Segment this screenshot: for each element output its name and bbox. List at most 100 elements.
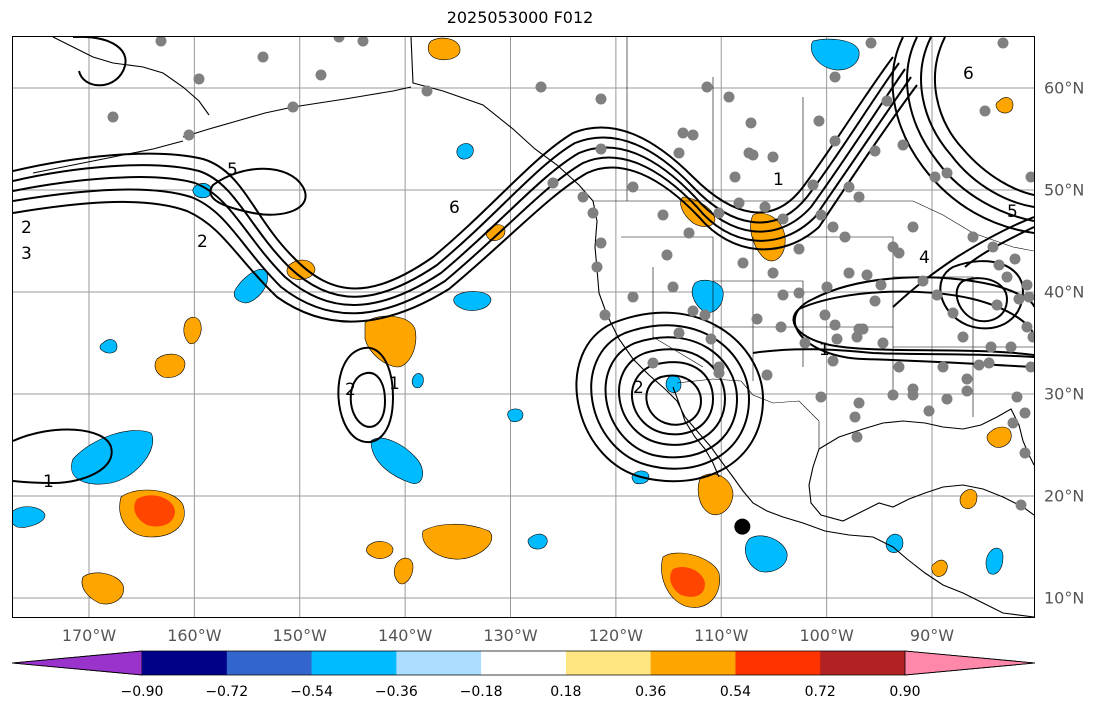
map-canvas: 5 2 6 1 2 1 1 1 5 6 4 2 3 2	[13, 37, 1034, 617]
shade-orange	[986, 426, 1012, 448]
contour-label: 1	[773, 170, 784, 190]
station-dot	[743, 147, 755, 159]
station-dot	[907, 383, 919, 395]
shade-orange	[422, 523, 492, 560]
station-dot	[961, 373, 973, 385]
station-dot	[1007, 417, 1019, 429]
station-dot	[1015, 499, 1027, 511]
alaska-north	[52, 37, 210, 116]
station-dot	[357, 37, 369, 47]
station-dot	[829, 135, 841, 147]
colorbar-underflow-arrow	[12, 650, 143, 676]
station-dot	[813, 115, 825, 127]
longitude-tick-label: 110°W	[694, 626, 749, 645]
station-dot	[1001, 271, 1013, 283]
station-dot	[843, 181, 855, 193]
contour-label: 1	[819, 340, 830, 360]
station-dot	[777, 289, 789, 301]
station-dot	[807, 179, 819, 191]
station-dot	[729, 171, 741, 183]
shade-orange	[366, 541, 394, 559]
station-dot	[861, 269, 873, 281]
longitude-tick-label: 160°W	[167, 626, 222, 645]
station-dot	[827, 355, 839, 367]
station-dot	[759, 201, 771, 213]
station-dot	[937, 361, 949, 373]
contour-label: 3	[21, 244, 32, 264]
shade-blue	[99, 339, 118, 354]
station-dot	[699, 309, 711, 321]
colorbar-tick-label: −0.90	[120, 684, 164, 700]
station-dot	[701, 81, 713, 93]
shade-red	[134, 495, 175, 527]
contour-line	[73, 37, 127, 87]
shade-blue	[885, 533, 904, 553]
station-dot	[777, 213, 789, 225]
station-dot	[929, 171, 941, 183]
shade-orange	[393, 557, 414, 585]
colorbar-tick-label: 0.72	[804, 684, 836, 700]
station-dot	[767, 267, 779, 279]
station-dot	[647, 357, 659, 369]
station-dot	[839, 231, 851, 243]
contour-line	[13, 68, 906, 306]
shade-blue	[691, 279, 724, 313]
latitude-tick-label: 10°N	[1044, 588, 1085, 608]
shaded-field	[13, 37, 1014, 608]
station-dot	[587, 207, 599, 219]
colorbar-segment	[311, 651, 397, 675]
station-dot	[923, 405, 935, 417]
colorbar-segment	[565, 651, 652, 675]
station-dot	[819, 309, 831, 321]
colorbar-tick-label: −0.72	[205, 684, 249, 700]
contour-label: 2	[633, 378, 644, 398]
station-dot	[987, 241, 999, 253]
longitude-tick-label: 170°W	[61, 626, 117, 645]
station-dot	[547, 177, 559, 189]
contour-label: 6	[963, 64, 974, 84]
station-dot	[183, 129, 195, 141]
station-dot	[657, 209, 669, 221]
plot-title: 2025053000 F012	[446, 8, 594, 27]
baja-california	[672, 386, 720, 478]
station-dot	[1019, 447, 1031, 459]
station-dot	[595, 237, 607, 249]
contour-line	[13, 76, 912, 315]
station-dot	[687, 129, 699, 141]
station-dot	[761, 369, 773, 381]
station-dot	[767, 151, 779, 163]
station-dot	[599, 309, 611, 321]
contour-line	[618, 348, 727, 446]
colorbar-segment	[481, 651, 567, 675]
station-dot	[941, 393, 953, 405]
shade-blue	[370, 437, 423, 484]
contour-line	[13, 428, 113, 485]
shade-blue	[192, 183, 212, 199]
colorbar	[12, 650, 1035, 676]
station-dot	[421, 85, 433, 97]
station-dot	[887, 389, 899, 401]
station-dot	[683, 227, 695, 239]
state-line	[803, 236, 894, 397]
colorbar-tick-label: −0.36	[374, 684, 418, 700]
station-dot	[627, 181, 639, 193]
station-dot	[155, 37, 167, 47]
longitude-tick-label: 130°W	[483, 626, 538, 645]
longitude-tick-label: 90°W	[909, 626, 955, 645]
station-dot	[831, 333, 843, 345]
shade-blue	[13, 506, 46, 528]
station-dot	[827, 221, 839, 233]
station-dot	[1011, 391, 1023, 403]
contour-label: 2	[21, 218, 32, 238]
station-dot	[705, 333, 717, 345]
station-dot	[677, 127, 689, 139]
station-dot	[713, 207, 725, 219]
station-dot	[821, 281, 833, 293]
station-dot	[897, 139, 909, 151]
station-dot	[627, 291, 639, 303]
alaska-coast	[182, 86, 412, 138]
station-dot	[991, 299, 1003, 311]
colorbar-tick-label: 0.18	[550, 684, 582, 700]
longitude-tick-label: 100°W	[799, 626, 854, 645]
contour-label: 1	[43, 472, 54, 492]
